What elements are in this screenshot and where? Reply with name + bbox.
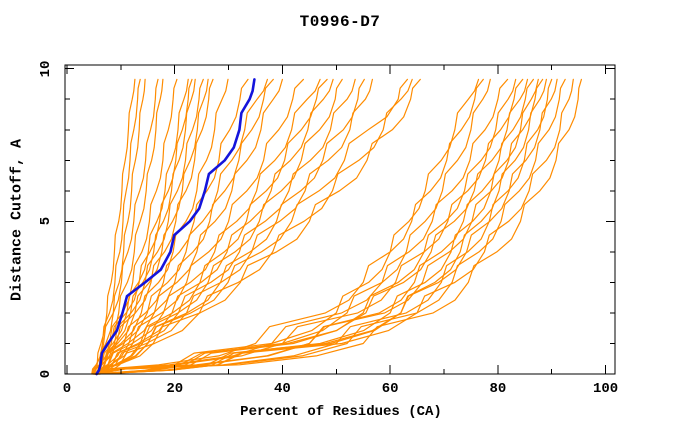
- model-curve: [97, 78, 249, 375]
- y-axis-title: Distance Cutoff, A: [8, 138, 26, 302]
- model-curve: [96, 78, 373, 375]
- model-curve: [93, 78, 268, 375]
- x-tick-label: 80: [489, 381, 507, 397]
- model-curve: [97, 78, 548, 375]
- model-curve: [92, 78, 141, 375]
- model-curve: [96, 78, 517, 375]
- model-curve: [91, 78, 193, 375]
- plot-frame: [64, 64, 616, 375]
- curves-layer: [91, 78, 583, 376]
- x-tick-label: 100: [592, 381, 619, 397]
- chart-title: T0996-D7: [299, 13, 381, 31]
- highlight-curve: [95, 78, 256, 376]
- model-curve: [98, 78, 274, 375]
- model-curve: [95, 78, 334, 375]
- model-curve: [93, 78, 321, 375]
- model-curve: [95, 78, 553, 375]
- y-tick-label: 10: [38, 60, 54, 78]
- model-curve: [98, 78, 413, 375]
- model-curve: [93, 78, 136, 375]
- y-tick-label: 5: [38, 217, 54, 226]
- model-curve: [95, 78, 283, 375]
- plot-frame-box: [64, 64, 616, 375]
- x-tick-label: 60: [381, 381, 399, 397]
- model-curve: [93, 78, 574, 375]
- model-curve: [95, 78, 164, 375]
- x-tick-label: 0: [62, 381, 72, 397]
- model-curve: [95, 78, 421, 375]
- model-curve: [96, 78, 196, 375]
- y-tick-label: 0: [38, 369, 54, 379]
- model-curve: [94, 78, 529, 375]
- model-curve: [91, 78, 159, 375]
- x-tick-label: 20: [166, 381, 184, 397]
- x-tick-label: 40: [274, 381, 291, 397]
- model-curve: [94, 78, 408, 375]
- model-curve: [94, 78, 356, 375]
- model-curve: [95, 78, 209, 375]
- model-curve: [96, 78, 566, 375]
- model-curve: [98, 78, 343, 375]
- model-curve: [93, 78, 484, 375]
- model-curve: [93, 78, 524, 375]
- x-axis-title: Percent of Residues (CA): [240, 404, 442, 420]
- model-curve: [94, 78, 558, 375]
- model-curve: [94, 78, 146, 375]
- model-curve: [95, 78, 535, 375]
- model-curve: [95, 78, 583, 375]
- axis-ticks: [65, 65, 615, 375]
